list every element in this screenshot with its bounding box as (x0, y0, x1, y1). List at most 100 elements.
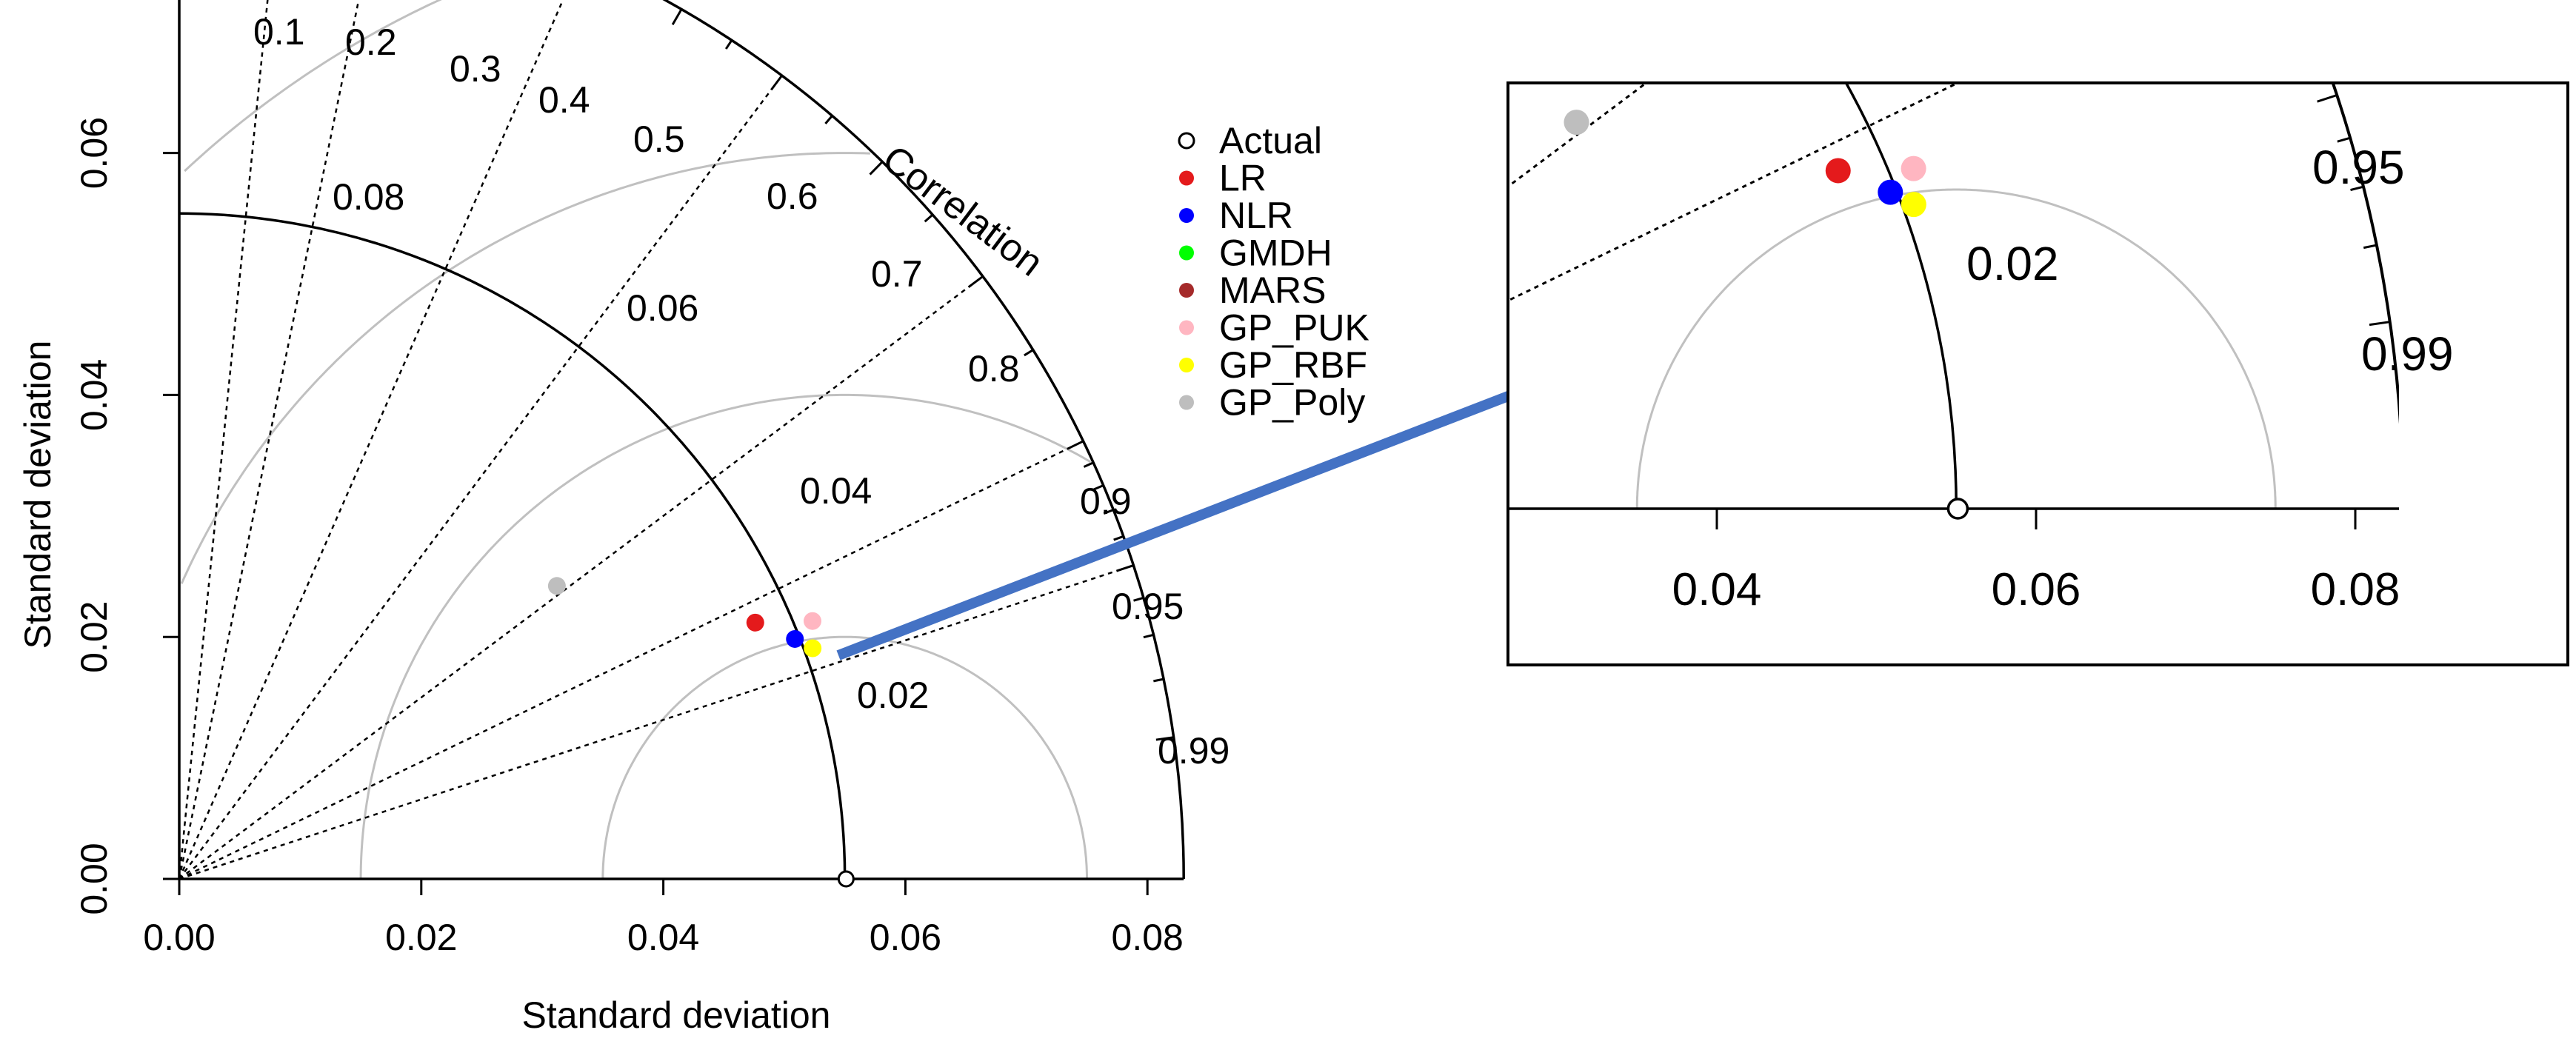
correlation-tick-label: 0.5 (633, 118, 685, 160)
inset-correlation-tick (2311, 57, 2323, 61)
legend-item: GP_PUK (1179, 307, 1369, 349)
correlation-tick (1067, 440, 1084, 450)
y-axis-title: Standard deviation (17, 341, 59, 649)
correlation-tick (1083, 461, 1094, 468)
inset-correlation-tick (2350, 185, 2364, 192)
correlation-tick (1103, 509, 1114, 515)
inset-correlation-tick-label: 0.95 (2312, 141, 2405, 194)
inset-correlation-tick (2369, 321, 2390, 327)
rms-label: 0.02 (857, 675, 929, 716)
correlation-tick-label: 0.6 (767, 175, 818, 217)
legend-item: LR (1179, 158, 1267, 199)
correlation-arc (662, 0, 1185, 880)
correlation-tick (770, 75, 783, 91)
inset-data-point-lr (1825, 158, 1851, 184)
legend-marker (1178, 132, 1195, 150)
data-point-gp-puk (803, 612, 821, 630)
inset-correlation-tick (2317, 94, 2338, 103)
rms-arc (180, 152, 870, 584)
inset-x-tick-label: 0.04 (1672, 564, 1762, 615)
correlation-tick (1093, 484, 1104, 491)
correlation-tick (869, 161, 884, 175)
correlation-ray (178, 0, 269, 880)
correlation-tick (1024, 349, 1034, 357)
legend-item: GP_Poly (1179, 382, 1365, 424)
inset-frame (1506, 81, 2569, 666)
rms-label: 0.06 (627, 287, 698, 329)
rms-label: 0.08 (333, 176, 404, 218)
legend-marker (1179, 245, 1194, 261)
correlation-tick (1133, 596, 1144, 602)
legend-item: MARS (1179, 270, 1326, 311)
data-point-gp-poly (547, 577, 566, 595)
x-tick-label: 0.08 (1112, 917, 1184, 958)
correlation-tick-label: 0.1 (253, 11, 305, 53)
inset-data-point-gp-puk (1901, 155, 1926, 181)
correlation-tick (724, 39, 733, 50)
data-point-gp-rbf (804, 639, 822, 658)
inset-x-tick-label: 0.08 (2311, 564, 2400, 615)
inset-correlation-tick (2363, 244, 2378, 250)
legend-label: GMDH (1219, 233, 1332, 274)
legend-marker (1179, 283, 1194, 298)
inset-rms-arc (1635, 188, 2277, 509)
x-tick-label: 0.06 (870, 917, 941, 958)
correlation-tick (1113, 535, 1124, 541)
correlation-tick-label: 0.3 (450, 48, 501, 90)
rms-arc (359, 393, 1092, 879)
inset-x-tick-label: 0.06 (1992, 564, 2081, 615)
inset-rms-label: 0.02 (1966, 237, 2059, 290)
x-tick-label: 0.04 (627, 917, 699, 958)
data-point-nlr (786, 629, 804, 648)
correlation-tick (1143, 633, 1154, 639)
correlation-ray (178, 0, 360, 880)
y-tick-label: 0.04 (73, 359, 115, 431)
y-tick-label: 0.02 (73, 601, 115, 673)
correlation-tick-label: 0.99 (1158, 730, 1229, 772)
correlation-tick (924, 213, 934, 223)
rms-label: 0.04 (800, 470, 872, 512)
legend-label: Actual (1219, 120, 1322, 161)
y-tick-label: 0.06 (73, 117, 115, 189)
legend-item: GP_RBF (1179, 344, 1367, 386)
rms-arc (601, 635, 1088, 879)
inset-correlation-tick (2337, 136, 2351, 143)
inset-correlation-tick (2298, 22, 2311, 27)
correlation-tick (671, 8, 683, 26)
x-tick-label: 0.02 (385, 917, 457, 958)
correlation-tick (1153, 678, 1164, 683)
correlation-tick (824, 115, 833, 124)
correlation-tick-label: 0.95 (1112, 586, 1184, 627)
inset-data-point-gp-rbf (1901, 192, 1926, 218)
reference-sd-arc (178, 212, 847, 880)
legend-label: MARS (1219, 270, 1326, 311)
correlation-ray (178, 0, 564, 880)
inset-correlation-arc (2331, 83, 2399, 425)
legend-label: GP_PUK (1219, 307, 1369, 349)
correlation-ray (178, 440, 1084, 880)
correlation-tick (967, 275, 984, 288)
x-tick-label: 0.00 (143, 917, 215, 958)
inset-reference-sd-arc (1844, 83, 1958, 509)
legend-item: Actual (1178, 120, 1322, 161)
x-axis-title: Standard deviation (522, 994, 831, 1036)
correlation-tick-label: 0.7 (871, 253, 923, 295)
legend-marker (1179, 395, 1194, 410)
legend-marker (1179, 320, 1194, 335)
correlation-ray (178, 75, 783, 880)
data-point-actual (837, 870, 855, 888)
correlation-ray (178, 275, 984, 880)
data-point-lr (746, 613, 764, 632)
inset-data-point-gp-poly (1564, 110, 1589, 136)
legend-label: GP_RBF (1219, 344, 1367, 386)
rms-arc (184, 0, 442, 173)
inset-correlation-tick-label: 0.99 (2361, 327, 2454, 381)
correlation-tick (1155, 736, 1174, 741)
correlation-tick-label: 0.9 (1080, 481, 1132, 522)
inset-data-point-nlr (1878, 179, 1903, 205)
legend-label: GP_Poly (1219, 382, 1365, 424)
correlation-ray (178, 564, 1134, 880)
legend-label: LR (1219, 158, 1267, 199)
